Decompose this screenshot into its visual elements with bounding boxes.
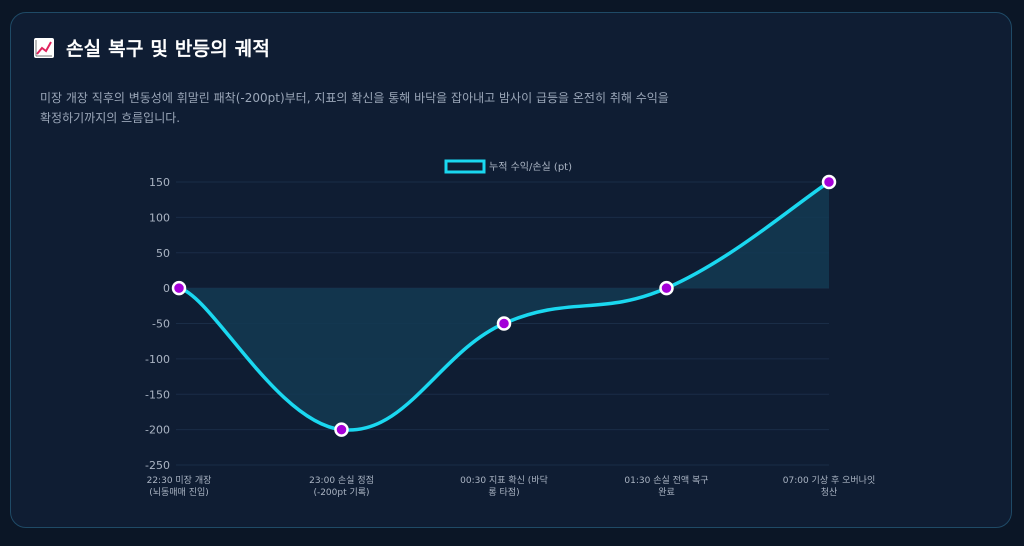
x-tick-label: 23:00 손실 정점 (-200pt 기록) [309, 474, 374, 498]
legend-swatch [444, 159, 486, 174]
data-point [659, 280, 674, 296]
y-tick-label: -50 [152, 318, 170, 331]
data-point [821, 174, 837, 190]
x-tick-label: 01:30 손실 전액 복구 완료 [624, 474, 708, 498]
series-line [177, 180, 831, 432]
x-tick-label: 07:00 기상 후 오버나잇 청산 [783, 474, 875, 498]
chart-description: 미장 개장 직후의 변동성에 휘말린 패착(-200pt)부터, 지표의 확신을… [40, 91, 669, 125]
data-point [334, 422, 349, 437]
series-area [179, 182, 829, 431]
y-tick-label: 100 [149, 211, 170, 224]
y-tick-label: -200 [145, 424, 170, 437]
y-tick-label: -150 [145, 388, 170, 401]
x-tick-label: 00:30 지표 확신 (바닥 롱 타점) [460, 474, 548, 498]
y-tick-label: -100 [145, 353, 170, 366]
y-tick-label: 0 [163, 282, 170, 295]
legend-label: 누적 수익/손실 (pt) [489, 161, 572, 173]
y-tick-label: 50 [156, 247, 170, 260]
x-tick-label: 22:30 미장 개장 (뇌동매매 진입) [147, 475, 212, 498]
data-point [496, 316, 512, 331]
y-tick-label: -250 [145, 459, 170, 472]
chart-increasing-icon [34, 37, 54, 58]
title-row: 손실 복구 및 반등의 궤적 [34, 34, 270, 61]
y-tick-label: 150 [149, 176, 170, 189]
data-point [171, 280, 187, 296]
page-title: 손실 복구 및 반등의 궤적 [66, 38, 271, 60]
chart-card [10, 12, 1012, 528]
